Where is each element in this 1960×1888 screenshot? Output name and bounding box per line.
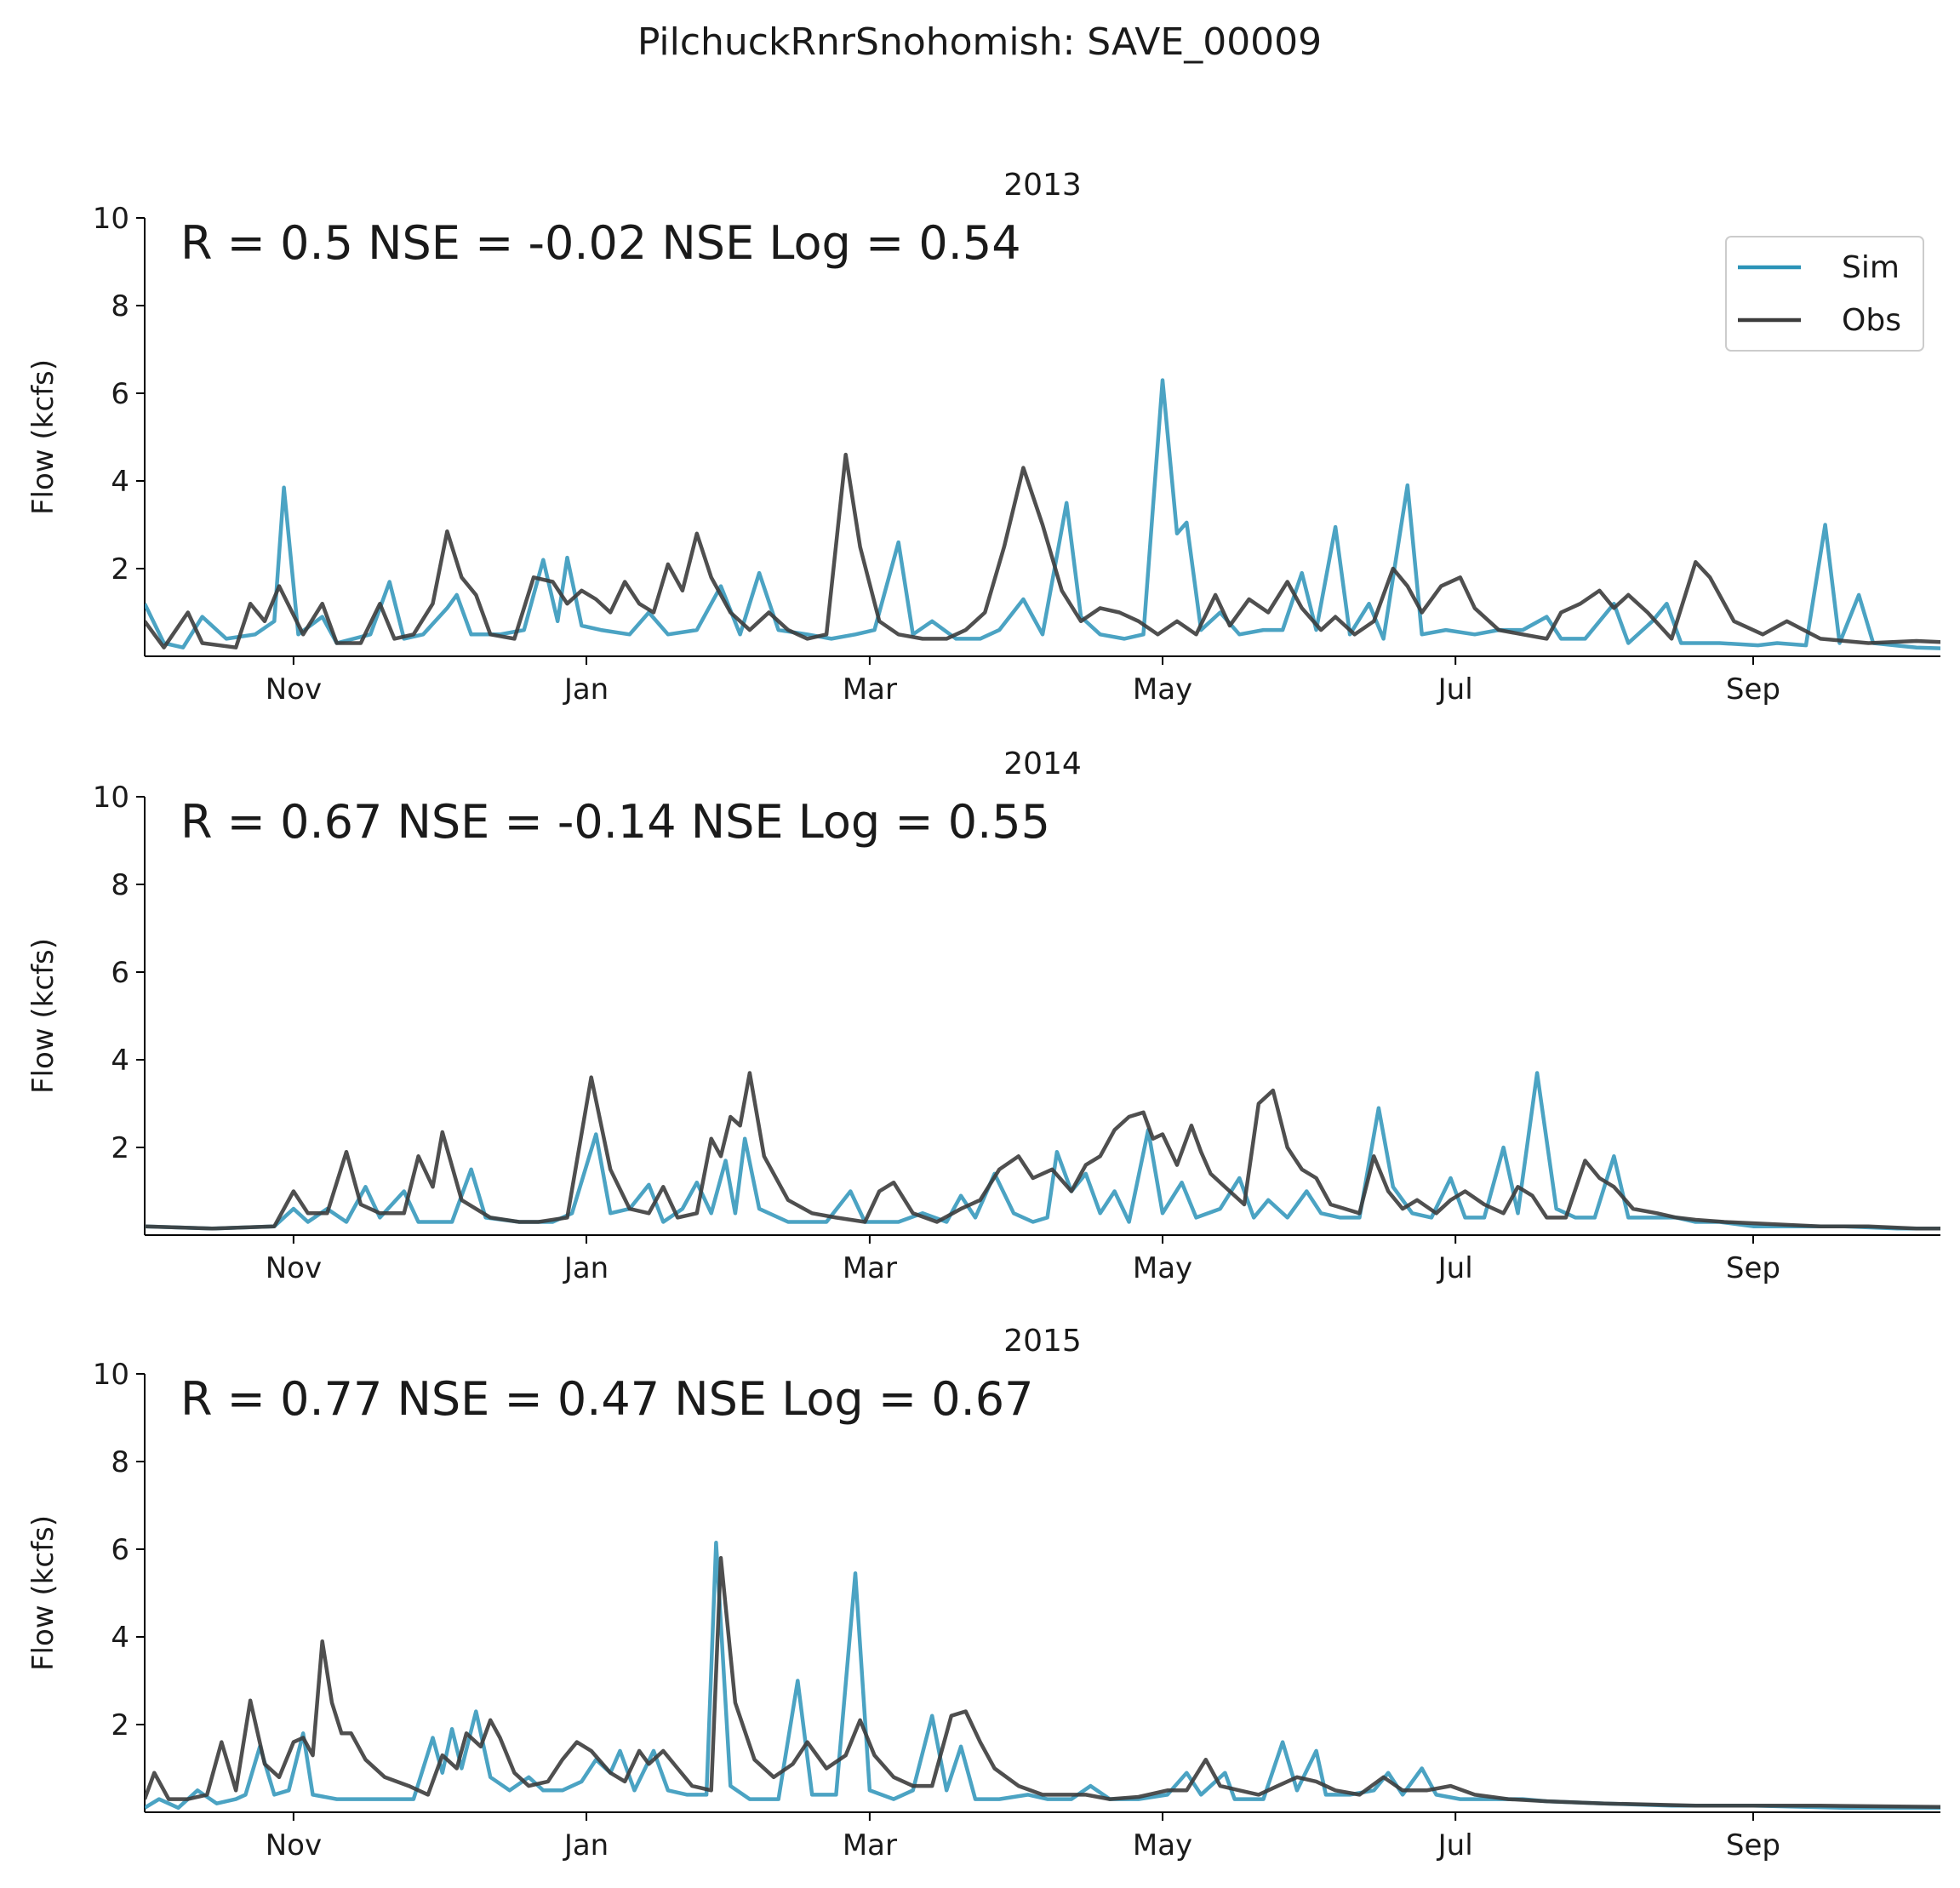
y-axis-label: Flow (kcfs) [26, 938, 60, 1094]
legend-label-sim: Sim [1842, 250, 1900, 285]
x-tick-label: Sep [1726, 1251, 1780, 1285]
stats-annotation: R = 0.77 NSE = 0.47 NSE Log = 0.67 [180, 1372, 1033, 1426]
panel-2014: 2014 Flow (kcfs) 2 4 6 8 10 Nov Jan Mar May Jul Sep R… [26, 747, 1940, 1285]
x-tick-label: Jul [1437, 1828, 1473, 1862]
y-tick-label: 6 [111, 956, 129, 990]
y-tick-label: 4 [111, 1044, 129, 1078]
series-line-obs [145, 1556, 1940, 1810]
x-tick-label: Jul [1437, 1251, 1473, 1285]
figure-title: PilchuckRnrSnohomish: SAVE_00009 [637, 20, 1322, 64]
panel-2015: 2015 Flow (kcfs) 2 4 6 8 10 Nov Jan Mar May Jul Sep R… [26, 1324, 1940, 1862]
series-line-sim [145, 378, 1940, 650]
x-tick-label: Sep [1726, 672, 1780, 707]
y-tick-label: 10 [93, 202, 129, 236]
subplot-title: 2013 [1003, 168, 1082, 203]
x-tick-label: Nov [266, 1251, 322, 1285]
y-tick-label: 6 [111, 1533, 129, 1567]
x-tick-label: Mar [843, 1251, 897, 1285]
y-axis-label: Flow (kcfs) [26, 1515, 60, 1671]
series-line-sim [145, 1071, 1940, 1231]
x-tick-label: Mar [843, 672, 897, 707]
x-tick-label: Nov [266, 672, 322, 707]
series-line-sim [145, 1541, 1940, 1811]
panels: 2013 Flow (kcfs) 2 4 6 8 10 Nov Jan Mar May Jul Sep R… [26, 168, 1940, 1862]
stats-annotation: R = 0.5 NSE = -0.02 NSE Log = 0.54 [180, 216, 1021, 270]
x-tick-label: Jan [563, 1251, 609, 1285]
subplot-title: 2015 [1003, 1324, 1082, 1359]
x-tick-label: May [1133, 672, 1192, 707]
panel-2013: 2013 Flow (kcfs) 2 4 6 8 10 Nov Jan Mar May Jul Sep R… [26, 168, 1940, 707]
series-line-obs [145, 452, 1940, 649]
x-tick-label: May [1133, 1251, 1192, 1285]
y-tick-label: 8 [111, 1445, 129, 1479]
y-tick-label: 2 [111, 552, 129, 586]
y-tick-label: 2 [111, 1708, 129, 1742]
y-tick-label: 4 [111, 465, 129, 499]
y-tick-label: 4 [111, 1621, 129, 1655]
y-tick-label: 8 [111, 868, 129, 902]
subplot-title: 2014 [1003, 747, 1082, 781]
legend-box [1725, 236, 1924, 352]
x-tick-label: May [1133, 1828, 1192, 1862]
stats-annotation: R = 0.67 NSE = -0.14 NSE Log = 0.55 [180, 795, 1050, 849]
y-tick-label: 8 [111, 289, 129, 323]
x-tick-label: Jan [563, 672, 609, 707]
x-tick-label: Mar [843, 1828, 897, 1862]
x-tick-label: Jul [1437, 672, 1473, 707]
y-tick-label: 6 [111, 377, 129, 411]
x-tick-label: Jan [563, 1828, 609, 1862]
y-axis-label: Flow (kcfs) [26, 359, 60, 515]
series-line-obs [145, 1071, 1940, 1231]
legend: Sim Obs [1725, 236, 1924, 352]
y-tick-label: 10 [93, 1358, 129, 1392]
y-tick-label: 10 [93, 781, 129, 815]
y-tick-label: 2 [111, 1131, 129, 1165]
legend-label-obs: Obs [1842, 303, 1901, 338]
x-tick-label: Sep [1726, 1828, 1780, 1862]
x-tick-label: Nov [266, 1828, 322, 1862]
